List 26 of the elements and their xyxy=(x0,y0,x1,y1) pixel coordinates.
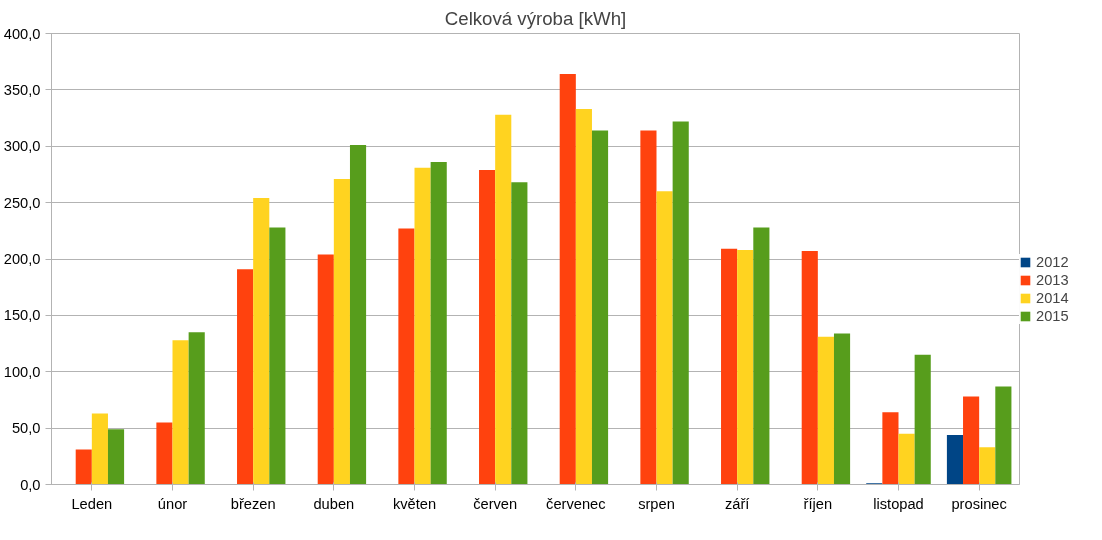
y-tick-label: 50,0 xyxy=(11,420,41,437)
y-tick-label: 150,0 xyxy=(3,307,41,324)
y-tick-label: 0,0 xyxy=(20,476,41,493)
legend-label: 2012 xyxy=(1036,254,1069,270)
x-tick-label: listopad xyxy=(873,495,924,512)
x-tick-label: Leden xyxy=(71,495,113,512)
legend-label: 2014 xyxy=(1036,290,1069,306)
legend-label: 2013 xyxy=(1036,272,1069,288)
chart-title: Celková výroba [kWh] xyxy=(444,7,627,29)
x-tick-label: únor xyxy=(157,495,188,512)
y-tick-label: 200,0 xyxy=(3,251,41,267)
x-tick-label: srpen xyxy=(638,495,675,512)
y-tick-label: 350,0 xyxy=(3,81,41,98)
x-tick-label: červen xyxy=(473,495,518,512)
x-tick-label: prosinec xyxy=(951,495,1007,512)
x-tick-label: září xyxy=(724,495,750,512)
x-tick-label: březen xyxy=(230,495,276,512)
x-tick-label: červenec xyxy=(546,495,606,512)
y-tick-label: 300,0 xyxy=(3,138,41,155)
legend-label: 2015 xyxy=(1036,308,1069,324)
y-tick-label: 250,0 xyxy=(3,194,41,211)
x-tick-label: květen xyxy=(392,495,437,512)
x-tick-label: duben xyxy=(313,495,355,512)
x-tick-label: říjen xyxy=(803,495,833,512)
y-tick-label: 100,0 xyxy=(3,363,41,380)
y-tick-label: 400,0 xyxy=(3,25,41,42)
